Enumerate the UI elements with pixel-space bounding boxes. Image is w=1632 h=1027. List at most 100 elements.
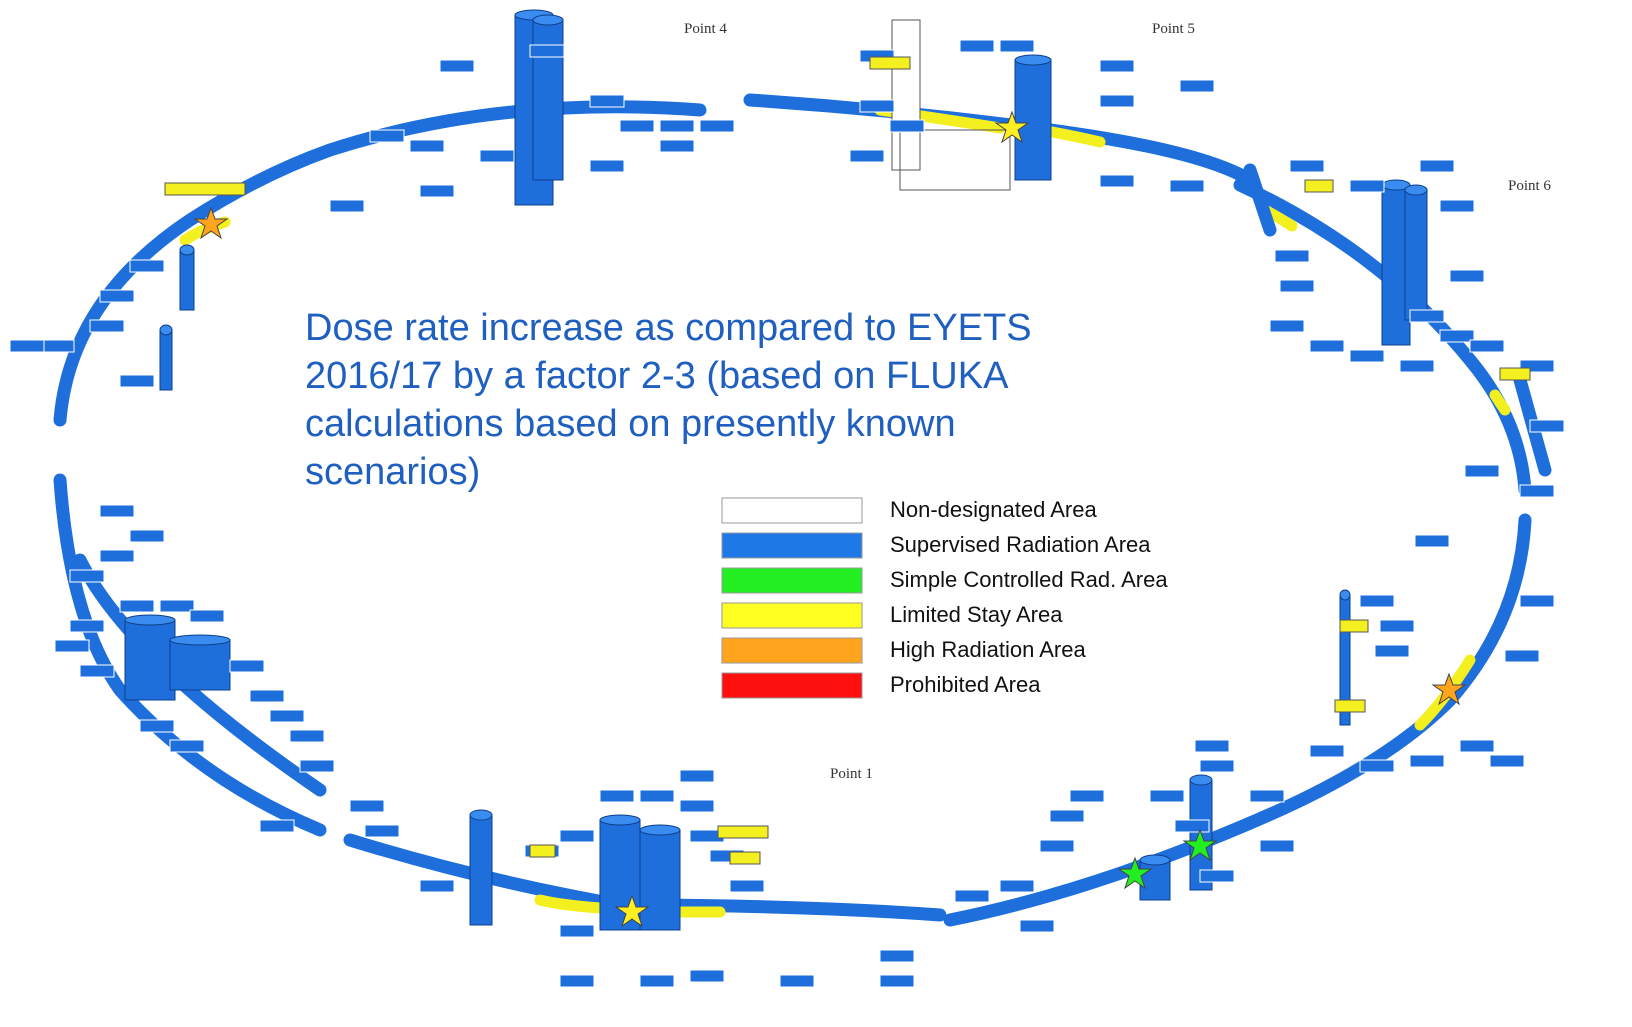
tag-box (1100, 60, 1134, 72)
tag-box (1440, 330, 1474, 342)
tag-box (1000, 880, 1034, 892)
tag-box (1520, 595, 1554, 607)
tag-box-yellow (165, 183, 245, 195)
tag-box (1195, 740, 1229, 752)
tag-box (850, 150, 884, 162)
legend-label: Simple Controlled Rad. Area (890, 567, 1168, 592)
tag-box (120, 600, 154, 612)
tag-box (700, 120, 734, 132)
tag-box (10, 340, 44, 352)
tag-box (330, 200, 364, 212)
tag-box (640, 975, 674, 987)
shaft-top (160, 325, 172, 335)
tag-box-yellow (870, 57, 910, 69)
tag-box (1180, 80, 1214, 92)
legend-swatch (722, 638, 862, 663)
legend-label: High Radiation Area (890, 637, 1086, 662)
tag-box (1465, 465, 1499, 477)
tag-box (190, 610, 224, 622)
tag-box (480, 150, 514, 162)
shaft-top (1340, 590, 1350, 600)
tag-box (1020, 920, 1054, 932)
description-line: Dose rate increase as compared to EYETS (305, 307, 1032, 349)
tag-box (230, 660, 264, 672)
tag-box (90, 320, 124, 332)
tag-box (260, 820, 294, 832)
tag-box (1070, 790, 1104, 802)
tag-box (1380, 620, 1414, 632)
shaft (1140, 860, 1170, 900)
tag-box (560, 830, 594, 842)
tag-box (560, 925, 594, 937)
shaft (170, 640, 230, 690)
tag-box (1290, 160, 1324, 172)
description: Dose rate increase as compared to EYETS2… (305, 307, 1032, 493)
shaft-top (1140, 855, 1170, 865)
tag-box (120, 375, 154, 387)
point-label: Point 5 (1152, 21, 1195, 37)
lhc-ring-diagram: Point 4 Point 5 Point 6 Point 1 Dose rat… (0, 0, 1632, 1027)
tag-box (100, 550, 134, 562)
legend-label: Prohibited Area (890, 672, 1041, 697)
legend-label: Limited Stay Area (890, 602, 1063, 627)
tag-box (1040, 840, 1074, 852)
shaft (1405, 190, 1427, 320)
shaft (1015, 60, 1051, 180)
tag-box (1450, 270, 1484, 282)
tag-box (365, 825, 399, 837)
tag-box (70, 570, 104, 582)
tag-box (410, 140, 444, 152)
point-label: Point 1 (830, 766, 873, 782)
tag-box (1350, 350, 1384, 362)
tag-box (250, 690, 284, 702)
tag-box (1530, 420, 1564, 432)
shaft-top (1405, 185, 1427, 195)
tag-box-yellow (1335, 700, 1365, 712)
tag-box (1170, 180, 1204, 192)
tag-box (680, 800, 714, 812)
tag-box (690, 970, 724, 982)
tag-box (1260, 840, 1294, 852)
tag-box (1490, 755, 1524, 767)
tag-box (100, 505, 134, 517)
tag-box (1360, 595, 1394, 607)
tag-box (860, 100, 894, 112)
shaft-top (170, 635, 230, 645)
tag-box (1000, 40, 1034, 52)
tag-box (1200, 870, 1234, 882)
shaft-top (640, 825, 680, 835)
tag-box-yellow (1305, 180, 1333, 192)
shaft (533, 20, 563, 180)
tag-box (40, 340, 74, 352)
shaft (640, 830, 680, 930)
tag-box (1100, 175, 1134, 187)
tag-box (1050, 810, 1084, 822)
tag-box-yellow (530, 845, 555, 857)
legend-swatch (722, 673, 862, 698)
tag-box (955, 890, 989, 902)
tag-box (130, 260, 164, 272)
tag-box (1505, 650, 1539, 662)
shaft (125, 620, 175, 700)
tag-box (1100, 95, 1134, 107)
legend-swatch (722, 533, 862, 558)
tag-box (1280, 280, 1314, 292)
tag-box (780, 975, 814, 987)
tag-box (1460, 740, 1494, 752)
tag-box (1250, 790, 1284, 802)
tag-box (160, 600, 194, 612)
tag-box (680, 770, 714, 782)
tag-box (170, 740, 204, 752)
tag-box (620, 120, 654, 132)
tag-box (80, 665, 114, 677)
description-line: calculations based on presently known (305, 403, 956, 445)
point-label: Point 6 (1508, 178, 1551, 194)
tag-box (660, 120, 694, 132)
shaft (160, 330, 172, 390)
tag-box (1520, 485, 1554, 497)
tag-box (590, 95, 624, 107)
point-label: Point 4 (684, 21, 727, 37)
shaft-top (1015, 55, 1051, 65)
shaft-top (533, 15, 563, 25)
tag-box (880, 950, 914, 962)
